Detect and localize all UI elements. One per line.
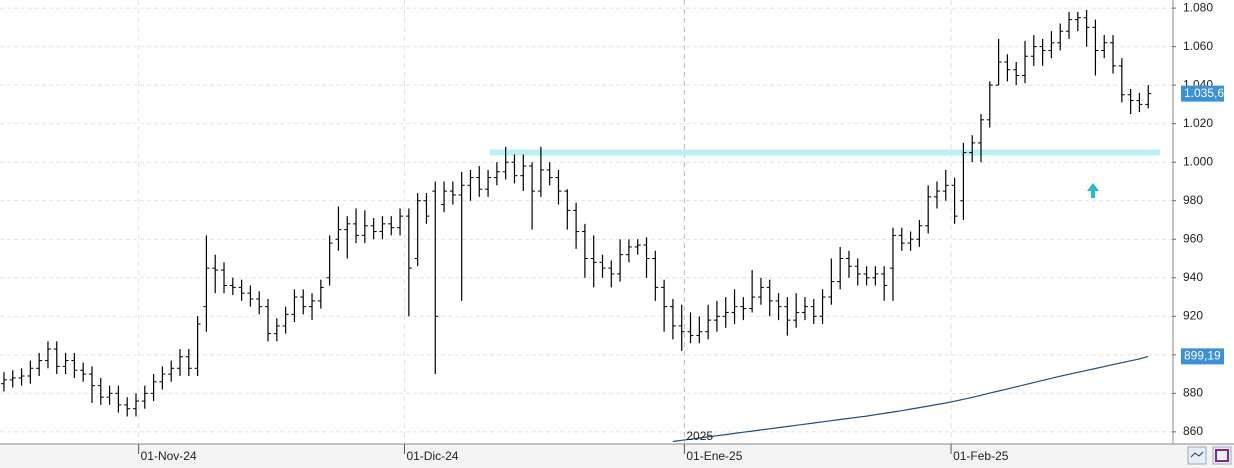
last-value-box [1181,348,1224,365]
y-tick-label: 1.020 [1183,116,1213,130]
y-tick-label: 1.000 [1183,154,1213,168]
year-label: 2025 [686,429,713,443]
last-value-label: 899,19 [1184,349,1221,363]
y-tick-label: 920 [1183,308,1203,322]
x-tick-label: 01-Nov-24 [141,449,197,463]
grid-layer [0,0,1172,444]
y-tick-label: 940 [1183,270,1203,284]
y-tick-label: 880 [1183,386,1203,400]
x-tick-label: 01-Ene-25 [686,449,742,463]
marks-layer [0,10,1152,443]
save-button[interactable] [1212,446,1232,465]
y-tick-label: 1.060 [1183,39,1213,53]
resistance-band [490,149,1160,156]
y-tick-label: 1.080 [1183,0,1213,14]
y-tick-label: 980 [1183,193,1203,207]
y-tick-label: 960 [1183,231,1203,245]
last-value-label: 1.035,6 [1184,86,1224,100]
zoom-button[interactable] [1187,446,1207,465]
x-tick-label: 01-Feb-25 [953,449,1009,463]
save-icon [1215,449,1229,462]
x-tick-label: 01-Dic-24 [406,449,458,463]
y-tick-label: 860 [1183,424,1203,438]
arrow-icon [1087,183,1099,198]
zoom-icon [1190,451,1204,458]
last-value-box [1181,85,1224,102]
x-axis-strip [0,444,1234,468]
moving-average [672,355,1149,443]
